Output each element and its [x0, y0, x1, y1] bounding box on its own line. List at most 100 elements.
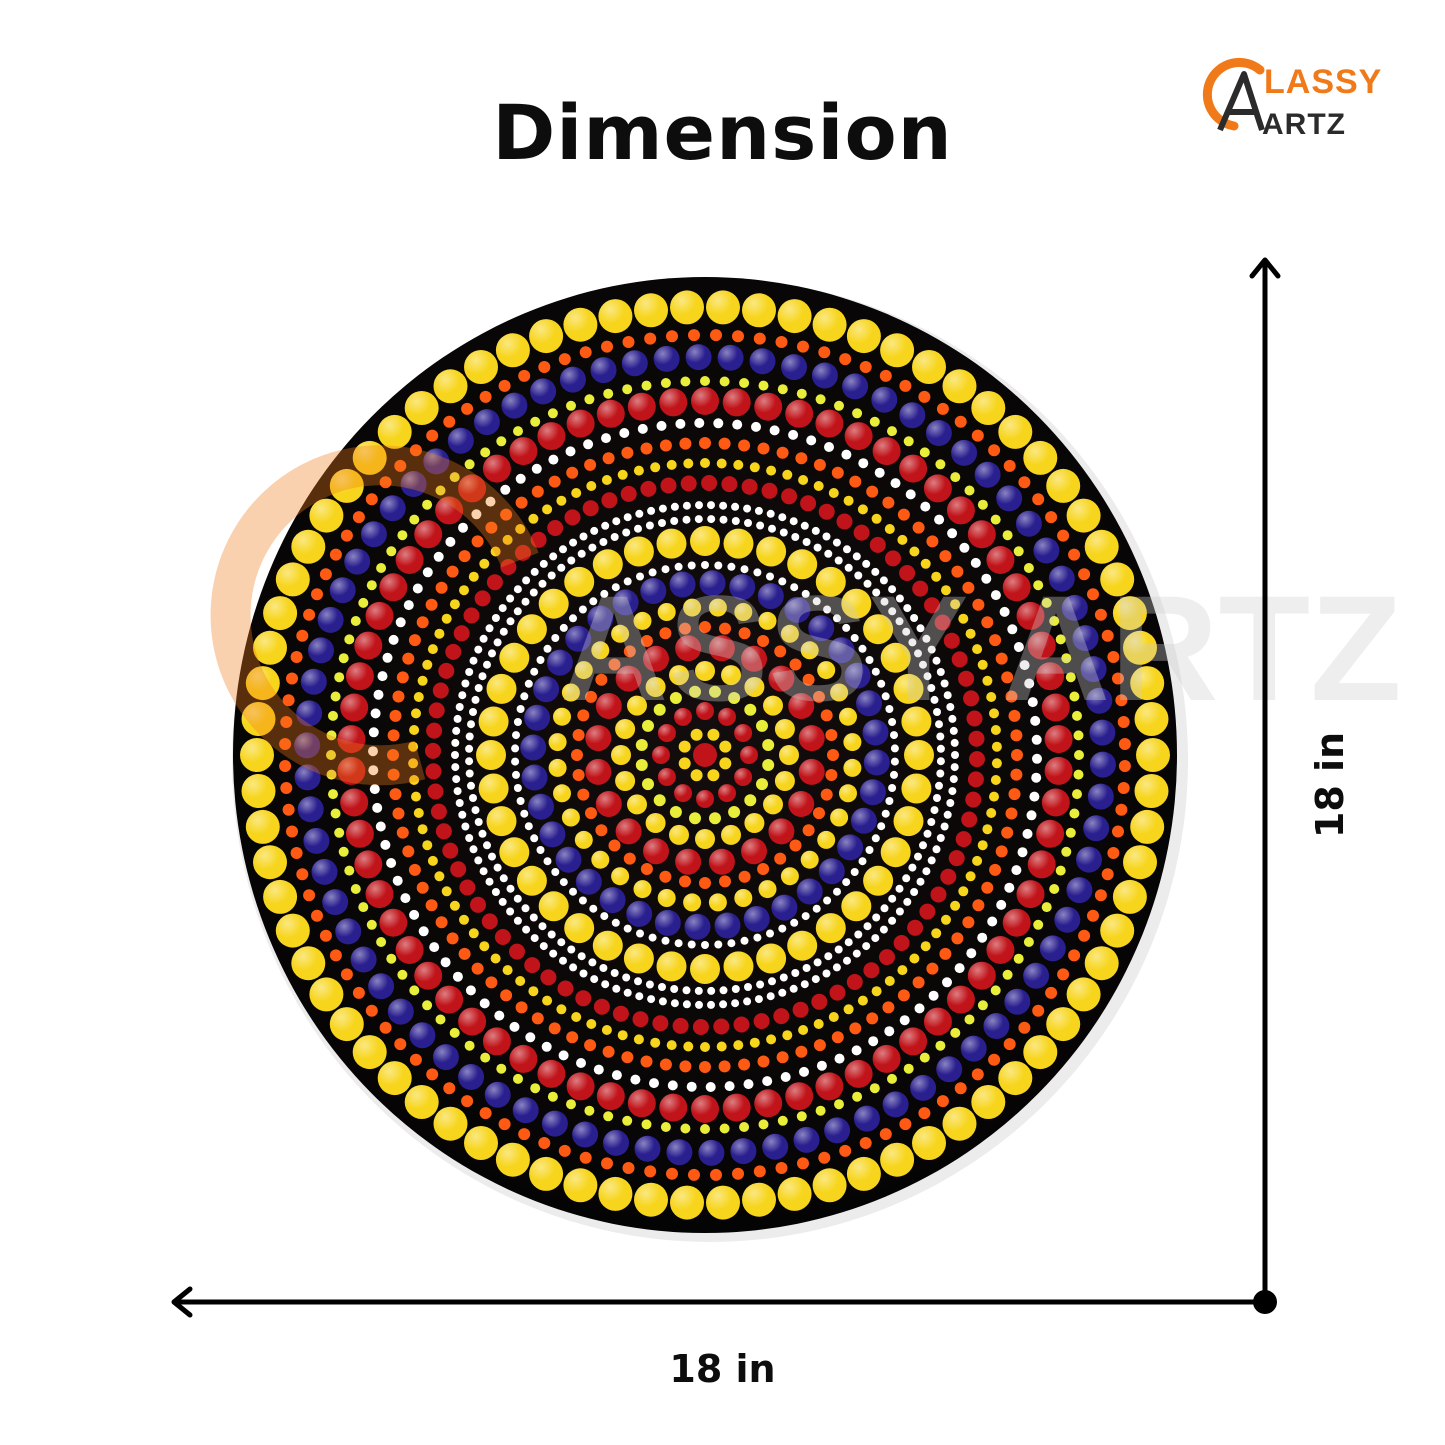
paint-dot [885, 550, 901, 567]
dot-shine [1083, 815, 1110, 842]
paint-dot [1005, 807, 1018, 820]
paint-dot [936, 668, 945, 676]
paint-dot [589, 904, 598, 913]
dot-shine [1048, 565, 1075, 592]
paint-dot [981, 616, 994, 629]
paint-dot [789, 984, 798, 993]
dot-shine [400, 471, 427, 497]
dot-shine [344, 548, 371, 575]
paint-dot [566, 1031, 579, 1044]
paint-dot [881, 692, 890, 701]
paint-dot [340, 529, 353, 542]
paint-dot [427, 644, 438, 655]
paint-dot [443, 1082, 456, 1095]
paint-dot [636, 572, 644, 581]
paint-dot [386, 953, 397, 964]
dot-shine [744, 813, 765, 833]
paint-dot [465, 732, 474, 741]
paint-dot [815, 394, 826, 405]
paint-dot [644, 332, 657, 345]
paint-dot [387, 729, 400, 742]
dot-shine [335, 918, 362, 945]
paint-dot [577, 788, 590, 801]
dot-shine [1044, 725, 1073, 754]
corner-dot [1253, 1290, 1277, 1314]
paint-dot [852, 1091, 863, 1102]
paint-dot [1007, 624, 1018, 635]
dot-shine [458, 474, 487, 503]
paint-dot [1011, 865, 1022, 876]
paint-dot [888, 784, 897, 792]
paint-dot [440, 957, 451, 968]
dot-shine [788, 693, 815, 719]
paint-dot [802, 964, 811, 972]
paint-dot [402, 652, 415, 665]
paint-dot [547, 571, 556, 580]
paint-dot [950, 900, 961, 911]
dot-shine [774, 771, 795, 791]
paint-dot [584, 394, 595, 405]
paint-dot [909, 546, 920, 557]
paint-dot [933, 708, 941, 716]
paint-dot [417, 675, 428, 686]
paint-dot [658, 997, 667, 1006]
dot-shine [901, 706, 932, 737]
dot-shine [706, 290, 740, 325]
paint-dot [524, 822, 533, 831]
dot-shine [842, 373, 869, 400]
paint-dot [912, 976, 925, 989]
dot-shine [974, 461, 1001, 488]
dot-shine [409, 1022, 436, 1049]
paint-dot [603, 1111, 614, 1122]
dot-shine [574, 661, 593, 680]
dot-shine [856, 690, 882, 717]
dot-shine [1066, 977, 1101, 1012]
paint-dot [679, 1060, 692, 1073]
paint-dot [1055, 865, 1066, 876]
paint-dot [543, 857, 552, 866]
dot-shine [828, 637, 855, 664]
dot-shine [780, 624, 799, 643]
paint-dot [919, 903, 936, 920]
paint-dot [426, 722, 443, 739]
paint-dot [899, 379, 912, 392]
paint-dot [376, 563, 387, 573]
dot-shine [509, 1044, 538, 1073]
dot-shine [561, 808, 580, 827]
paint-dot [659, 1058, 672, 1071]
paint-dot [459, 585, 469, 596]
paint-dot [966, 710, 983, 727]
dot-shine [1080, 656, 1107, 683]
paint-dot [368, 746, 378, 757]
paint-dot [465, 757, 474, 766]
paint-dot [458, 691, 467, 700]
paint-dot [513, 426, 523, 437]
paint-dot [612, 1005, 629, 1022]
paint-dot [478, 829, 487, 838]
paint-dot [675, 418, 686, 429]
paint-dot [427, 855, 438, 866]
dot-shine [762, 1133, 789, 1160]
dot-shine [904, 740, 934, 770]
paint-dot [408, 634, 421, 647]
dot-shine [612, 589, 639, 616]
dot-shine [495, 1142, 530, 1177]
dot-shine [846, 319, 881, 354]
dot-shine [533, 676, 560, 703]
paint-dot [989, 791, 999, 802]
paint-dot [762, 739, 775, 751]
dot-shine [657, 603, 676, 621]
paint-dot [416, 881, 429, 894]
paint-dot [888, 894, 897, 903]
paint-dot [397, 969, 408, 980]
paint-dot [1018, 1021, 1031, 1034]
paint-dot [386, 858, 397, 868]
paint-dot [461, 679, 470, 688]
paint-dot [633, 1034, 644, 1045]
paint-dot [744, 983, 752, 991]
dot-shine [599, 887, 626, 914]
dot-shine [1027, 631, 1056, 660]
paint-dot [680, 376, 691, 387]
dot-shine [458, 1064, 485, 1090]
paint-dot [823, 896, 832, 905]
